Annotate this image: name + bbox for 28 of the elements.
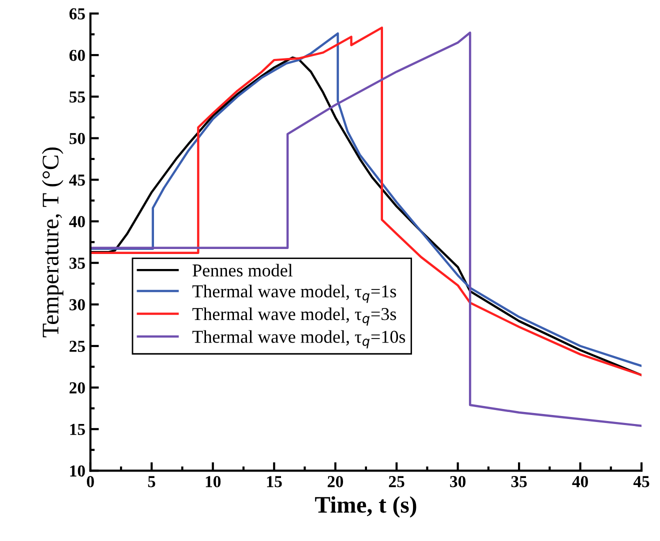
legend-label: Pennes model bbox=[192, 264, 293, 277]
y-tick-label: 40 bbox=[69, 216, 85, 228]
x-tick-label: 15 bbox=[267, 476, 282, 488]
x-tick-label: 45 bbox=[633, 476, 650, 488]
x-axis-title: Time, t (s) bbox=[315, 496, 416, 518]
legend-label: Thermal wave model, τ$_{q}$=10s bbox=[192, 330, 406, 348]
y-tick-label: 35 bbox=[70, 258, 85, 269]
y-tick-label: 15 bbox=[70, 424, 85, 436]
y-tick-label: 60 bbox=[69, 50, 85, 62]
y-tick-label: 30 bbox=[70, 299, 85, 310]
x-tick-label: 25 bbox=[388, 476, 404, 488]
y-axis-title: Temperature, T (°C) bbox=[42, 148, 64, 338]
legend-label: Thermal wave model, τ$_{q}$=1s bbox=[192, 284, 396, 303]
x-tick-label: 35 bbox=[511, 476, 527, 488]
x-tick-label: 0 bbox=[86, 476, 94, 488]
x-tick-label: 20 bbox=[328, 476, 344, 488]
x-tick-label: 40 bbox=[572, 476, 588, 488]
y-tick-label: 25 bbox=[70, 340, 85, 352]
x-tick-label: 10 bbox=[206, 476, 221, 488]
y-tick-label: 10 bbox=[70, 465, 85, 477]
x-tick-label: 5 bbox=[148, 476, 156, 488]
legend-label: Thermal wave model, τ$_{q}$=3s bbox=[192, 307, 396, 326]
y-tick-label: 50 bbox=[70, 132, 85, 144]
y-tick-label: 55 bbox=[70, 92, 85, 103]
y-tick-label: 20 bbox=[70, 382, 85, 394]
y-tick-label: 45 bbox=[69, 174, 85, 186]
x-tick-label: 30 bbox=[450, 476, 466, 488]
y-tick-label: 65 bbox=[69, 8, 85, 20]
